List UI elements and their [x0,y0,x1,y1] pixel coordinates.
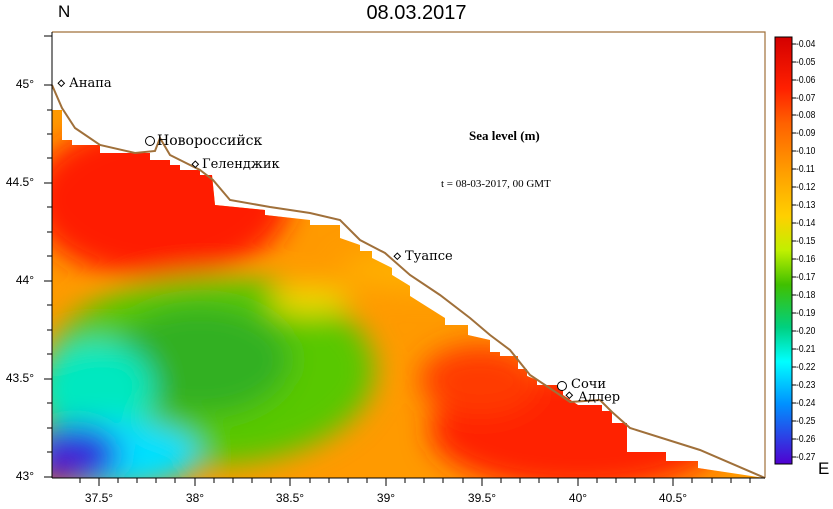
colorbar-label: -0.13 [796,200,816,211]
colorbar-label: -0.06 [796,75,816,86]
lon-label-39-5: 39.5° [467,491,497,505]
colorbar-label: -0.26 [796,434,816,445]
city-label-anapa: Анапа [69,76,112,91]
colorbar-label: -0.24 [796,398,816,409]
colorbar-label: -0.23 [796,380,816,391]
colorbar-label: -0.14 [796,218,816,229]
sochi-marker-icon [557,381,567,391]
colorbar-label: -0.25 [796,416,816,427]
sea-level-field [52,110,765,478]
lon-label-40: 40° [568,491,588,505]
city-label-novorossiysk: Новороссийск [157,133,263,149]
east-label: E [818,459,830,478]
coastline [51,84,766,479]
city-label-adler: Адлер [578,390,621,405]
colorbar-label: -0.12 [796,182,816,193]
colorbar-label: -0.19 [796,308,816,319]
colorbar-label: -0.10 [796,146,816,157]
colorbar-label: -0.07 [796,93,816,104]
lat-label-44: 44° [15,273,34,287]
chart-title: 08.03.2017 [366,2,467,24]
tuapse-marker-icon [393,252,402,261]
colorbar-label: -0.16 [796,254,816,265]
anapa-marker-icon [57,79,66,88]
adler-marker-icon [565,391,574,400]
colorbar-label: -0.27 [796,452,816,463]
colorbar-label: -0.08 [796,110,816,121]
colorbar-label: -0.21 [796,344,816,355]
colorbar-label: -0.11 [796,164,815,175]
plot-frame [52,31,766,478]
city-label-tuapse: Туапсе [405,249,453,264]
city-markers [57,79,574,400]
colorbar-ticks [792,43,796,458]
lat-label-43: 43° [15,469,34,483]
lon-label-39: 39° [376,491,396,505]
city-label-sochi: Сочи [571,377,607,392]
lat-label-45: 45° [15,77,34,91]
city-label-gelendzhik: Геленджик [202,157,280,172]
lon-ticks [79,478,751,486]
gelendzhik-marker-icon [191,160,200,169]
colorbar-label: -0.15 [796,236,816,247]
north-label: N [58,2,71,21]
lon-label-37-5: 37.5° [84,491,114,505]
novorossiysk-marker-icon [145,136,155,146]
colorbar-label: -0.22 [796,362,816,373]
lon-label-38-5: 38.5° [275,491,305,505]
lat-label-44-5: 44.5° [5,175,34,189]
colorbar-label: -0.04 [796,39,816,50]
colorbar-label: -0.09 [796,128,816,139]
colorbar [774,36,793,465]
colorbar-label: -0.17 [796,272,816,283]
lon-label-40-5: 40.5° [658,491,688,505]
colorbar-label: -0.20 [796,326,816,337]
lon-label-38: 38° [185,491,205,505]
timestamp-label: t = 08-03-2017, 00 GMT [441,178,551,190]
lat-label-43-5: 43.5° [5,371,34,385]
variable-title: Sea level (m) [469,128,540,143]
lat-ticks [44,35,52,478]
colorbar-label: -0.18 [796,290,816,301]
colorbar-label: -0.05 [796,57,816,68]
